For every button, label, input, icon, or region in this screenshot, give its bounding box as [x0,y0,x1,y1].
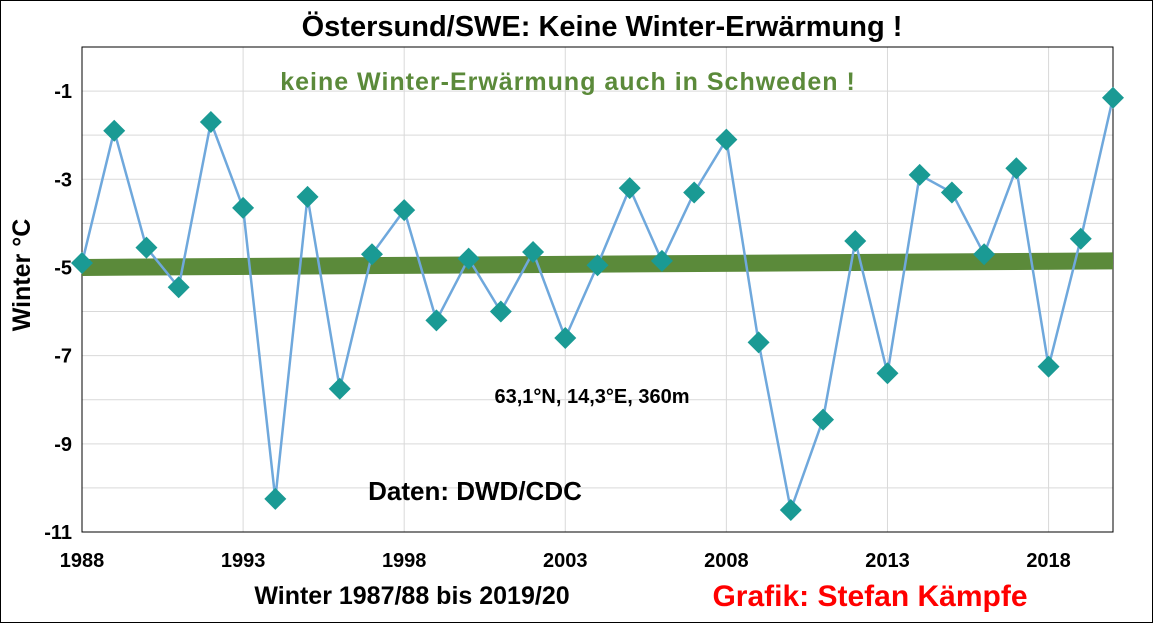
data-point [650,249,673,272]
data-point [908,163,931,186]
data-point [328,377,351,400]
x-tick-label: 2003 [543,550,588,572]
y-tick-label: -7 [54,346,72,368]
gridlines [81,46,1113,533]
data-point [167,276,190,299]
x-axis-label: Winter 1987/88 bis 2019/20 [254,582,569,610]
data-point [489,300,512,323]
chart-title: Östersund/SWE: Keine Winter-Erwärmung ! [302,10,903,43]
plot-area [81,46,1114,533]
x-tick-label: 2018 [1026,550,1071,572]
y-tick-label: -1 [54,81,72,103]
data-point [522,241,545,264]
data-point [1069,227,1092,250]
data-point [425,309,448,332]
y-tick-label: -5 [54,257,72,279]
annotation-top: keine Winter-Erwärmung auch in Schweden … [280,68,856,96]
x-tick-label: 2013 [865,550,910,572]
data-point [618,177,641,200]
data-point [103,119,126,142]
data-point [779,498,802,521]
data-point [940,181,963,204]
data-point [876,362,899,385]
data-point [199,110,222,133]
y-axis-label: Winter °C [8,219,36,332]
annotation-source: Daten: DWD/CDC [368,476,582,506]
data-point [296,185,319,208]
y-tick-label: -9 [54,434,72,456]
credit-label: Grafik: Stefan Kämpfe [712,580,1027,613]
x-tick-label: 1988 [60,550,105,572]
y-tick-label: -11 [44,522,72,544]
data-point [71,252,93,275]
data-point [715,128,738,151]
data-point [973,243,996,266]
tick-labels: -11 -9 -7 -5 -3 -1 1988 1993 1998 2003 2008 2013 201… [44,81,1071,572]
data-point [747,331,770,354]
data-point [1005,157,1028,180]
data-point [812,408,835,431]
data-point [135,236,158,259]
data-point [264,487,287,510]
x-tick-label: 2008 [704,550,749,572]
x-tick-label: 1993 [221,550,266,572]
series-line [80,97,1115,515]
x-tick-label: 1998 [382,550,427,572]
data-point [1102,86,1124,109]
series-layer [71,86,1124,521]
data-point [393,199,416,222]
data-point [554,327,577,349]
data-point [457,247,480,270]
data-point [683,181,706,204]
data-point [360,243,383,266]
y-tick-label: -3 [54,169,72,191]
data-point [232,196,255,219]
data-point [1037,355,1060,378]
data-point [586,254,609,277]
data-point [844,230,867,252]
annotation-coords: 63,1°N, 14,3°E, 360m [494,386,689,408]
